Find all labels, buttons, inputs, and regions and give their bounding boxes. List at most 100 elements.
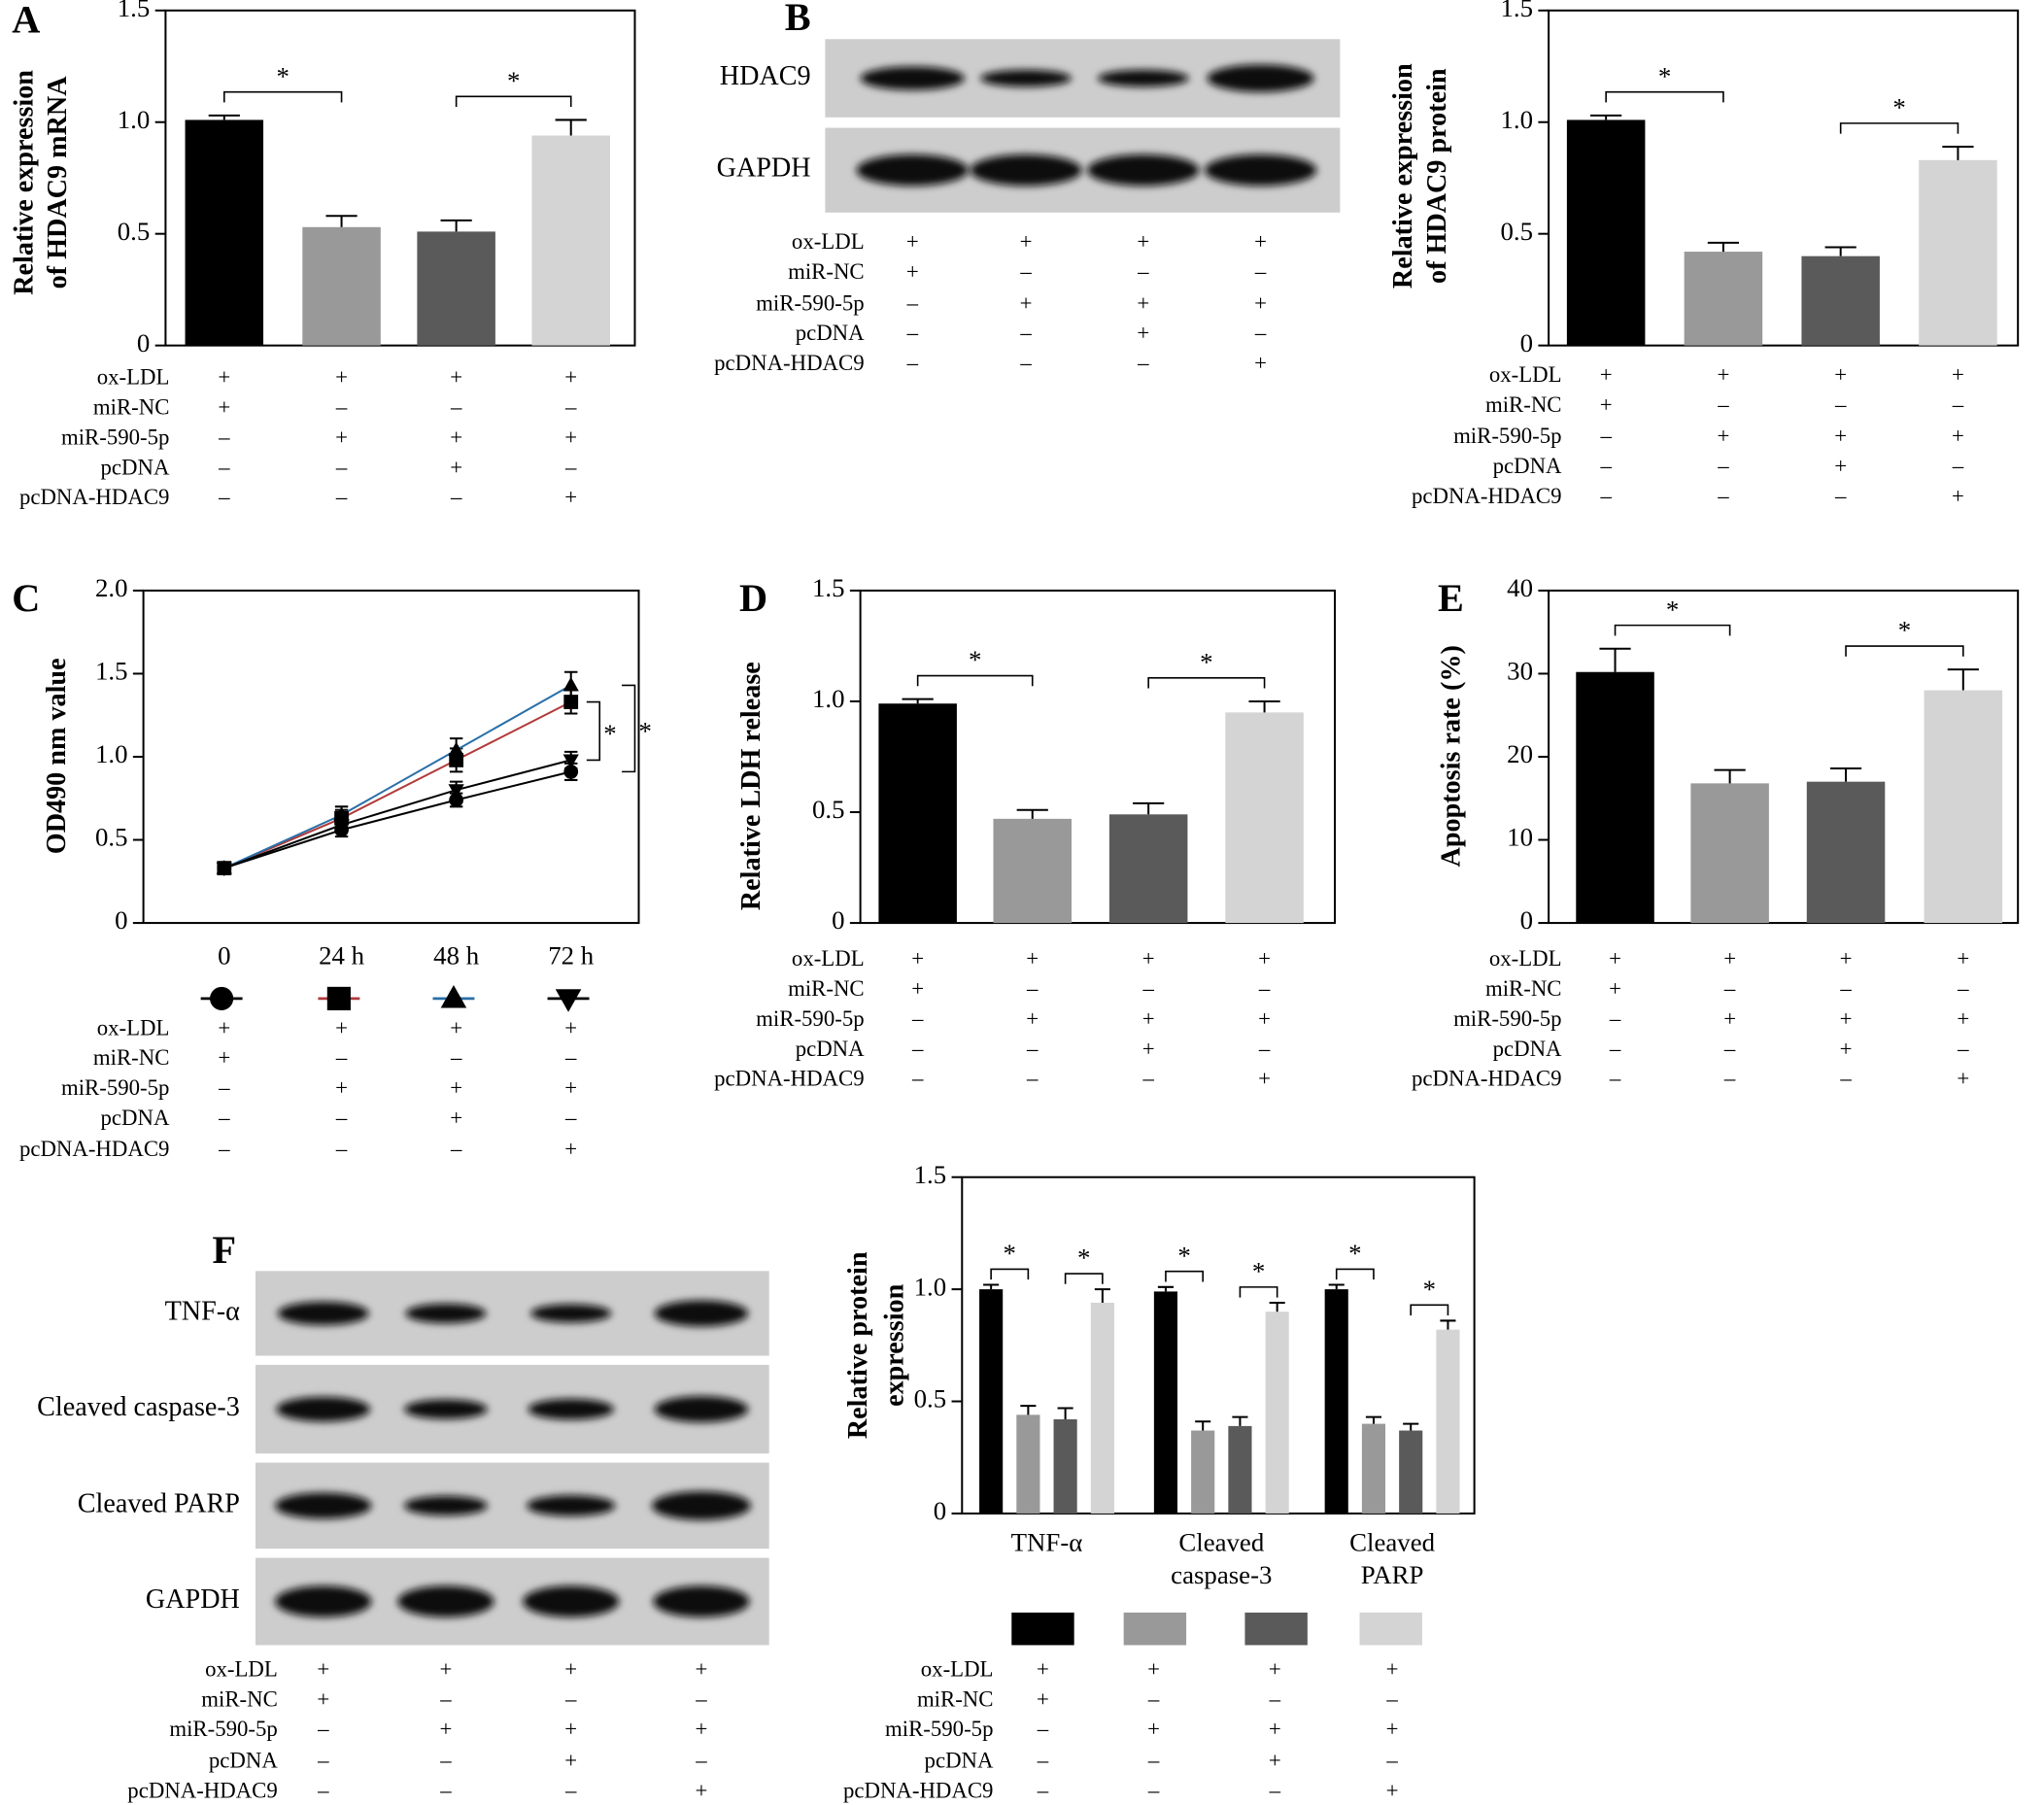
condition-sign: + — [564, 485, 577, 509]
condition-label: pcDNA — [1493, 454, 1562, 478]
condition-sign: + — [450, 1015, 462, 1039]
condition-sign: + — [335, 365, 348, 390]
significance-label: * — [638, 716, 651, 745]
blot-band — [275, 1585, 372, 1618]
condition-label: miR-NC — [1485, 392, 1562, 417]
condition-sign: + — [1020, 229, 1033, 254]
condition-sign: + — [1142, 1006, 1155, 1031]
y-tick-label: 10 — [1507, 823, 1533, 852]
condition-sign: + — [1026, 946, 1039, 971]
x-tick-label: PARP — [1361, 1560, 1424, 1589]
condition-sign: – — [1717, 392, 1729, 417]
significance-label: * — [1252, 1257, 1265, 1286]
condition-sign: + — [218, 1045, 230, 1070]
bar — [878, 703, 957, 924]
error-bar — [1016, 808, 1048, 819]
error-bar — [1824, 246, 1857, 256]
significance-bracket — [622, 684, 636, 773]
significance-bracket — [222, 90, 343, 103]
condition-sign: + — [1834, 454, 1847, 478]
condition-sign: – — [911, 1037, 924, 1061]
condition-sign: + — [335, 1075, 348, 1100]
y-tick-label: 30 — [1507, 657, 1533, 686]
significance-bracket — [1147, 676, 1266, 689]
bar — [1690, 783, 1769, 924]
blot-band — [654, 1396, 749, 1422]
significance-label: * — [1898, 616, 1911, 645]
condition-sign: – — [1258, 976, 1271, 1001]
condition-label: pcDNA — [796, 1037, 865, 1061]
significance-bracket — [1614, 624, 1731, 636]
condition-sign: + — [1723, 946, 1736, 971]
condition-sign: + — [1137, 290, 1149, 315]
condition-label: pcDNA-HDAC9 — [19, 1137, 170, 1161]
y-tick-label: 1.5 — [914, 1160, 947, 1189]
condition-sign: + — [564, 425, 577, 449]
condition-sign: – — [1385, 1686, 1398, 1711]
condition-sign: + — [439, 1657, 452, 1682]
condition-sign: + — [1600, 392, 1613, 417]
condition-sign: – — [1599, 424, 1612, 448]
blot-band — [528, 1398, 615, 1420]
bar — [1806, 781, 1886, 924]
y-tick-label: 1.0 — [95, 739, 128, 768]
error-bar — [1947, 668, 1979, 691]
blot-band — [1204, 154, 1317, 187]
bar — [1566, 119, 1646, 346]
condition-sign: + — [1957, 946, 1969, 971]
marker — [448, 741, 464, 757]
condition-sign: – — [335, 1137, 348, 1161]
blot-band — [527, 1495, 616, 1516]
condition-sign: – — [1839, 976, 1852, 1001]
y-tick-label: 0 — [1520, 328, 1533, 358]
significance-label: * — [1077, 1243, 1090, 1273]
marker — [562, 754, 579, 768]
condition-sign: – — [1839, 1067, 1852, 1091]
condition-label: miR-590-5p — [169, 1717, 277, 1741]
condition-sign: + — [1957, 1006, 1969, 1031]
condition-sign: + — [439, 1717, 452, 1741]
condition-sign: – — [564, 395, 577, 420]
condition-label: miR-NC — [201, 1686, 278, 1711]
condition-sign: + — [1609, 946, 1621, 971]
legend-swatch — [1244, 1612, 1308, 1646]
bar — [1324, 1289, 1348, 1514]
condition-label: ox-LDL — [792, 229, 865, 254]
condition-sign: + — [1717, 362, 1729, 387]
condition-sign: + — [1952, 424, 1964, 448]
condition-sign: + — [1137, 229, 1149, 254]
bar — [1153, 1291, 1178, 1514]
condition-sign: – — [911, 1067, 924, 1091]
condition-sign: + — [695, 1717, 707, 1741]
condition-sign: – — [450, 395, 462, 420]
y-tick-label: 0 — [832, 905, 844, 935]
significance-label: * — [1892, 93, 1905, 122]
condition-sign: + — [450, 365, 462, 390]
condition-sign: – — [564, 1045, 577, 1070]
blot-band — [1207, 64, 1314, 92]
error-bar — [1133, 801, 1165, 815]
significance-bracket — [1605, 90, 1724, 103]
bar — [531, 135, 610, 346]
condition-sign: – — [1137, 259, 1149, 284]
condition-sign: – — [1952, 454, 1964, 478]
error-bar — [1707, 241, 1740, 253]
condition-label: miR-590-5p — [1453, 424, 1561, 448]
significance-label: * — [1200, 648, 1212, 677]
error-bar — [325, 215, 358, 227]
condition-sign: + — [1609, 976, 1621, 1001]
y-tick-label: 0 — [1520, 905, 1533, 935]
condition-sign: + — [1723, 1006, 1736, 1031]
error-bar — [208, 114, 240, 120]
significance-bracket — [1165, 1270, 1204, 1282]
condition-sign: – — [317, 1778, 329, 1802]
condition-sign: – — [1147, 1778, 1160, 1802]
condition-label: pcDNA — [101, 455, 170, 479]
condition-sign: + — [450, 425, 462, 449]
condition-sign: – — [1599, 484, 1612, 508]
plot-frame — [1548, 9, 2020, 347]
condition-sign: – — [1957, 976, 1969, 1001]
significance-label: * — [1423, 1275, 1436, 1304]
blot-band — [397, 1585, 494, 1618]
condition-label: miR-NC — [93, 1045, 170, 1070]
